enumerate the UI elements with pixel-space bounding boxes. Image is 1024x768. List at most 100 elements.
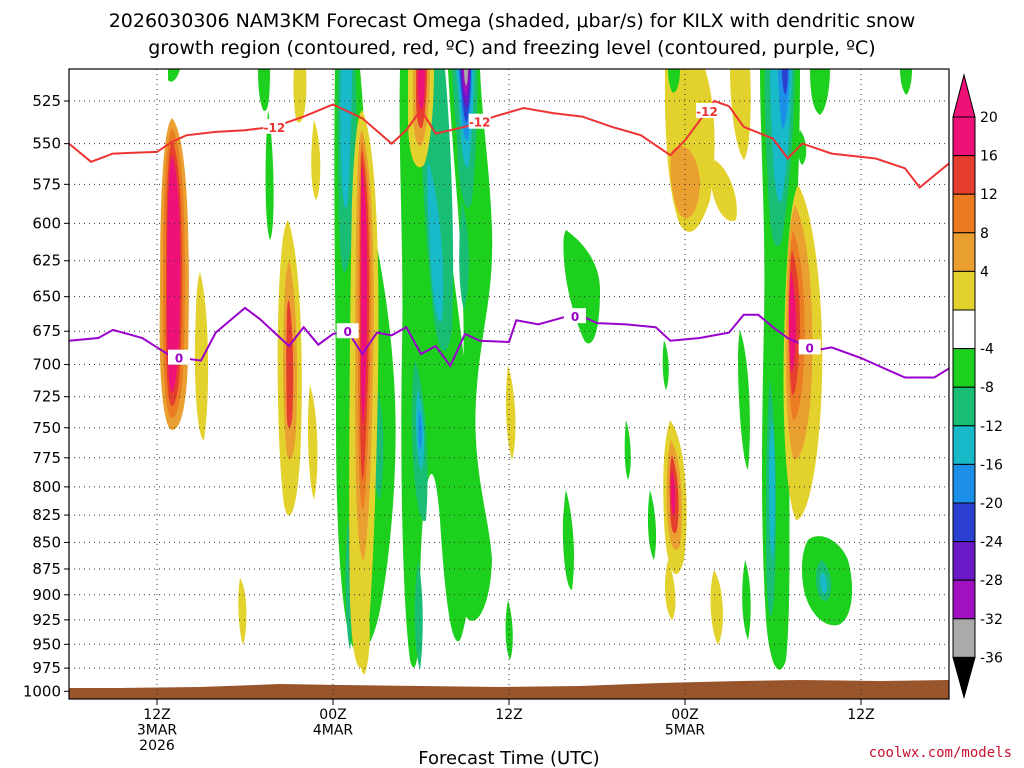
colorbar-bottom-arrow — [952, 656, 976, 700]
y-tick-label: 825 — [32, 506, 61, 524]
colorbar-bin — [952, 270, 976, 311]
omega-shade-negative — [464, 69, 468, 86]
omega-shade-negative — [820, 572, 828, 594]
omega-shade-negative — [563, 230, 600, 344]
colorbar-label: 8 — [980, 226, 989, 242]
omega-shade-positive — [361, 165, 368, 425]
omega-shade-negative — [769, 420, 776, 560]
contour-label-bg — [168, 349, 191, 365]
colorbar-bin — [952, 579, 976, 620]
omega-shade-positive — [671, 470, 676, 516]
y-tick-label: 850 — [32, 533, 61, 551]
omega-shade-negative — [418, 410, 423, 450]
omega-shading — [159, 69, 912, 675]
gridlines — [69, 69, 949, 699]
colorbar-label: -28 — [980, 573, 1003, 589]
omega-shade-negative — [414, 560, 423, 670]
colorbar-label: -24 — [980, 535, 1003, 551]
contour-label-bg — [468, 113, 491, 129]
colorbar-label: 12 — [980, 187, 998, 203]
y-tick-label: 925 — [32, 611, 61, 629]
y-tick-label: 700 — [32, 356, 61, 374]
contour-label-bg — [263, 118, 286, 134]
y-tick-label: 625 — [32, 252, 61, 270]
y-tick-label: 575 — [32, 175, 61, 193]
colorbar-label: 4 — [980, 264, 989, 280]
colorbar: 20 16 12 8 4 -4 -8 -12 -16 -20 -24 -28 -32 -36 — [952, 73, 1003, 700]
omega-shade-positive — [789, 270, 796, 372]
contour-label: -12 — [469, 116, 491, 130]
contour-label: -12 — [696, 105, 718, 119]
omega-shade-negative — [738, 330, 750, 470]
y-tick-label: 550 — [32, 135, 61, 153]
y-tick-label: 975 — [32, 659, 61, 677]
omega-shade-negative — [258, 69, 270, 111]
omega-shade-negative — [782, 69, 788, 95]
colorbar-bin — [952, 309, 976, 350]
colorbar-bin — [952, 155, 976, 195]
omega-shade-negative — [797, 130, 807, 165]
chart-title-line-2: growth region (contoured, red, ºC) and f… — [148, 37, 875, 59]
omega-shade-positive — [711, 160, 737, 221]
colorbar-bin — [952, 116, 976, 157]
colorbar-label: 16 — [980, 149, 998, 165]
y-tick-label: 600 — [32, 214, 61, 232]
colorbar-label: -12 — [980, 419, 1003, 435]
omega-shade-positive — [307, 385, 318, 500]
x-axis-title: Forecast Time (UTC) — [418, 748, 599, 768]
y-tick-label: 875 — [32, 560, 61, 578]
contour-label-bg — [696, 102, 719, 118]
y-tick-label: 950 — [32, 635, 61, 653]
contour-label-bg — [564, 308, 587, 324]
colorbar-label: -16 — [980, 457, 1003, 473]
y-tick-label: 775 — [32, 449, 61, 467]
omega-shade-positive — [293, 69, 307, 123]
colorbar-bin — [952, 232, 976, 272]
y-tick-label: 675 — [32, 322, 61, 340]
colorbar-label: -8 — [980, 380, 994, 396]
omega-shade-negative — [624, 420, 631, 480]
omega-shade-positive — [670, 146, 700, 219]
omega-shade-negative — [562, 490, 574, 590]
colorbar-bin — [952, 618, 976, 658]
omega-shade-positive — [356, 580, 370, 675]
contour-label: -12 — [263, 121, 285, 135]
omega-shade-positive — [710, 570, 723, 645]
x-tick-label: 2026 — [139, 738, 175, 754]
omega-shade-positive — [730, 69, 751, 160]
contour-label-bg — [798, 339, 821, 355]
y-tick-label: 900 — [32, 586, 61, 604]
contour-label: 0 — [175, 352, 183, 366]
plot-area: -12 -12 -12 0 0 0 0 — [69, 69, 949, 699]
colorbar-bin — [952, 425, 976, 465]
x-tick-label: 00Z — [319, 707, 346, 723]
x-tick-label: 12Z — [847, 707, 874, 723]
omega-shade-negative — [900, 69, 912, 95]
omega-shade-negative — [448, 69, 493, 621]
contour-label: 0 — [343, 325, 351, 339]
y-tick-label: 650 — [32, 288, 61, 306]
watermark: coolwx.com/models — [869, 745, 1012, 761]
omega-shade-negative — [340, 69, 352, 208]
omega-shade-negative — [662, 340, 669, 390]
omega-shade-negative — [427, 160, 444, 322]
colorbar-bin — [952, 463, 976, 504]
colorbar-bin — [952, 386, 976, 427]
omega-shade-positive — [664, 560, 676, 620]
x-tick-label: 00Z — [671, 707, 698, 723]
x-tick-label: 3MAR — [137, 723, 178, 739]
colorbar-label: -36 — [980, 650, 1003, 666]
colorbar-label: 20 — [980, 110, 998, 126]
y-tick-label: 725 — [32, 388, 61, 406]
x-tick-label: 5MAR — [665, 723, 706, 739]
contour-label: 0 — [571, 310, 579, 324]
y-tick-label: 1000 — [23, 682, 61, 700]
colorbar-label: -4 — [980, 342, 994, 358]
omega-shade-negative — [810, 69, 830, 115]
y-tick-label: 800 — [32, 478, 61, 496]
y-axis: 525 550 575 600 625 650 675 700 725 750 775 800 825 8… — [23, 92, 69, 700]
omega-shade-positive — [311, 120, 321, 200]
colorbar-bin — [952, 541, 976, 581]
